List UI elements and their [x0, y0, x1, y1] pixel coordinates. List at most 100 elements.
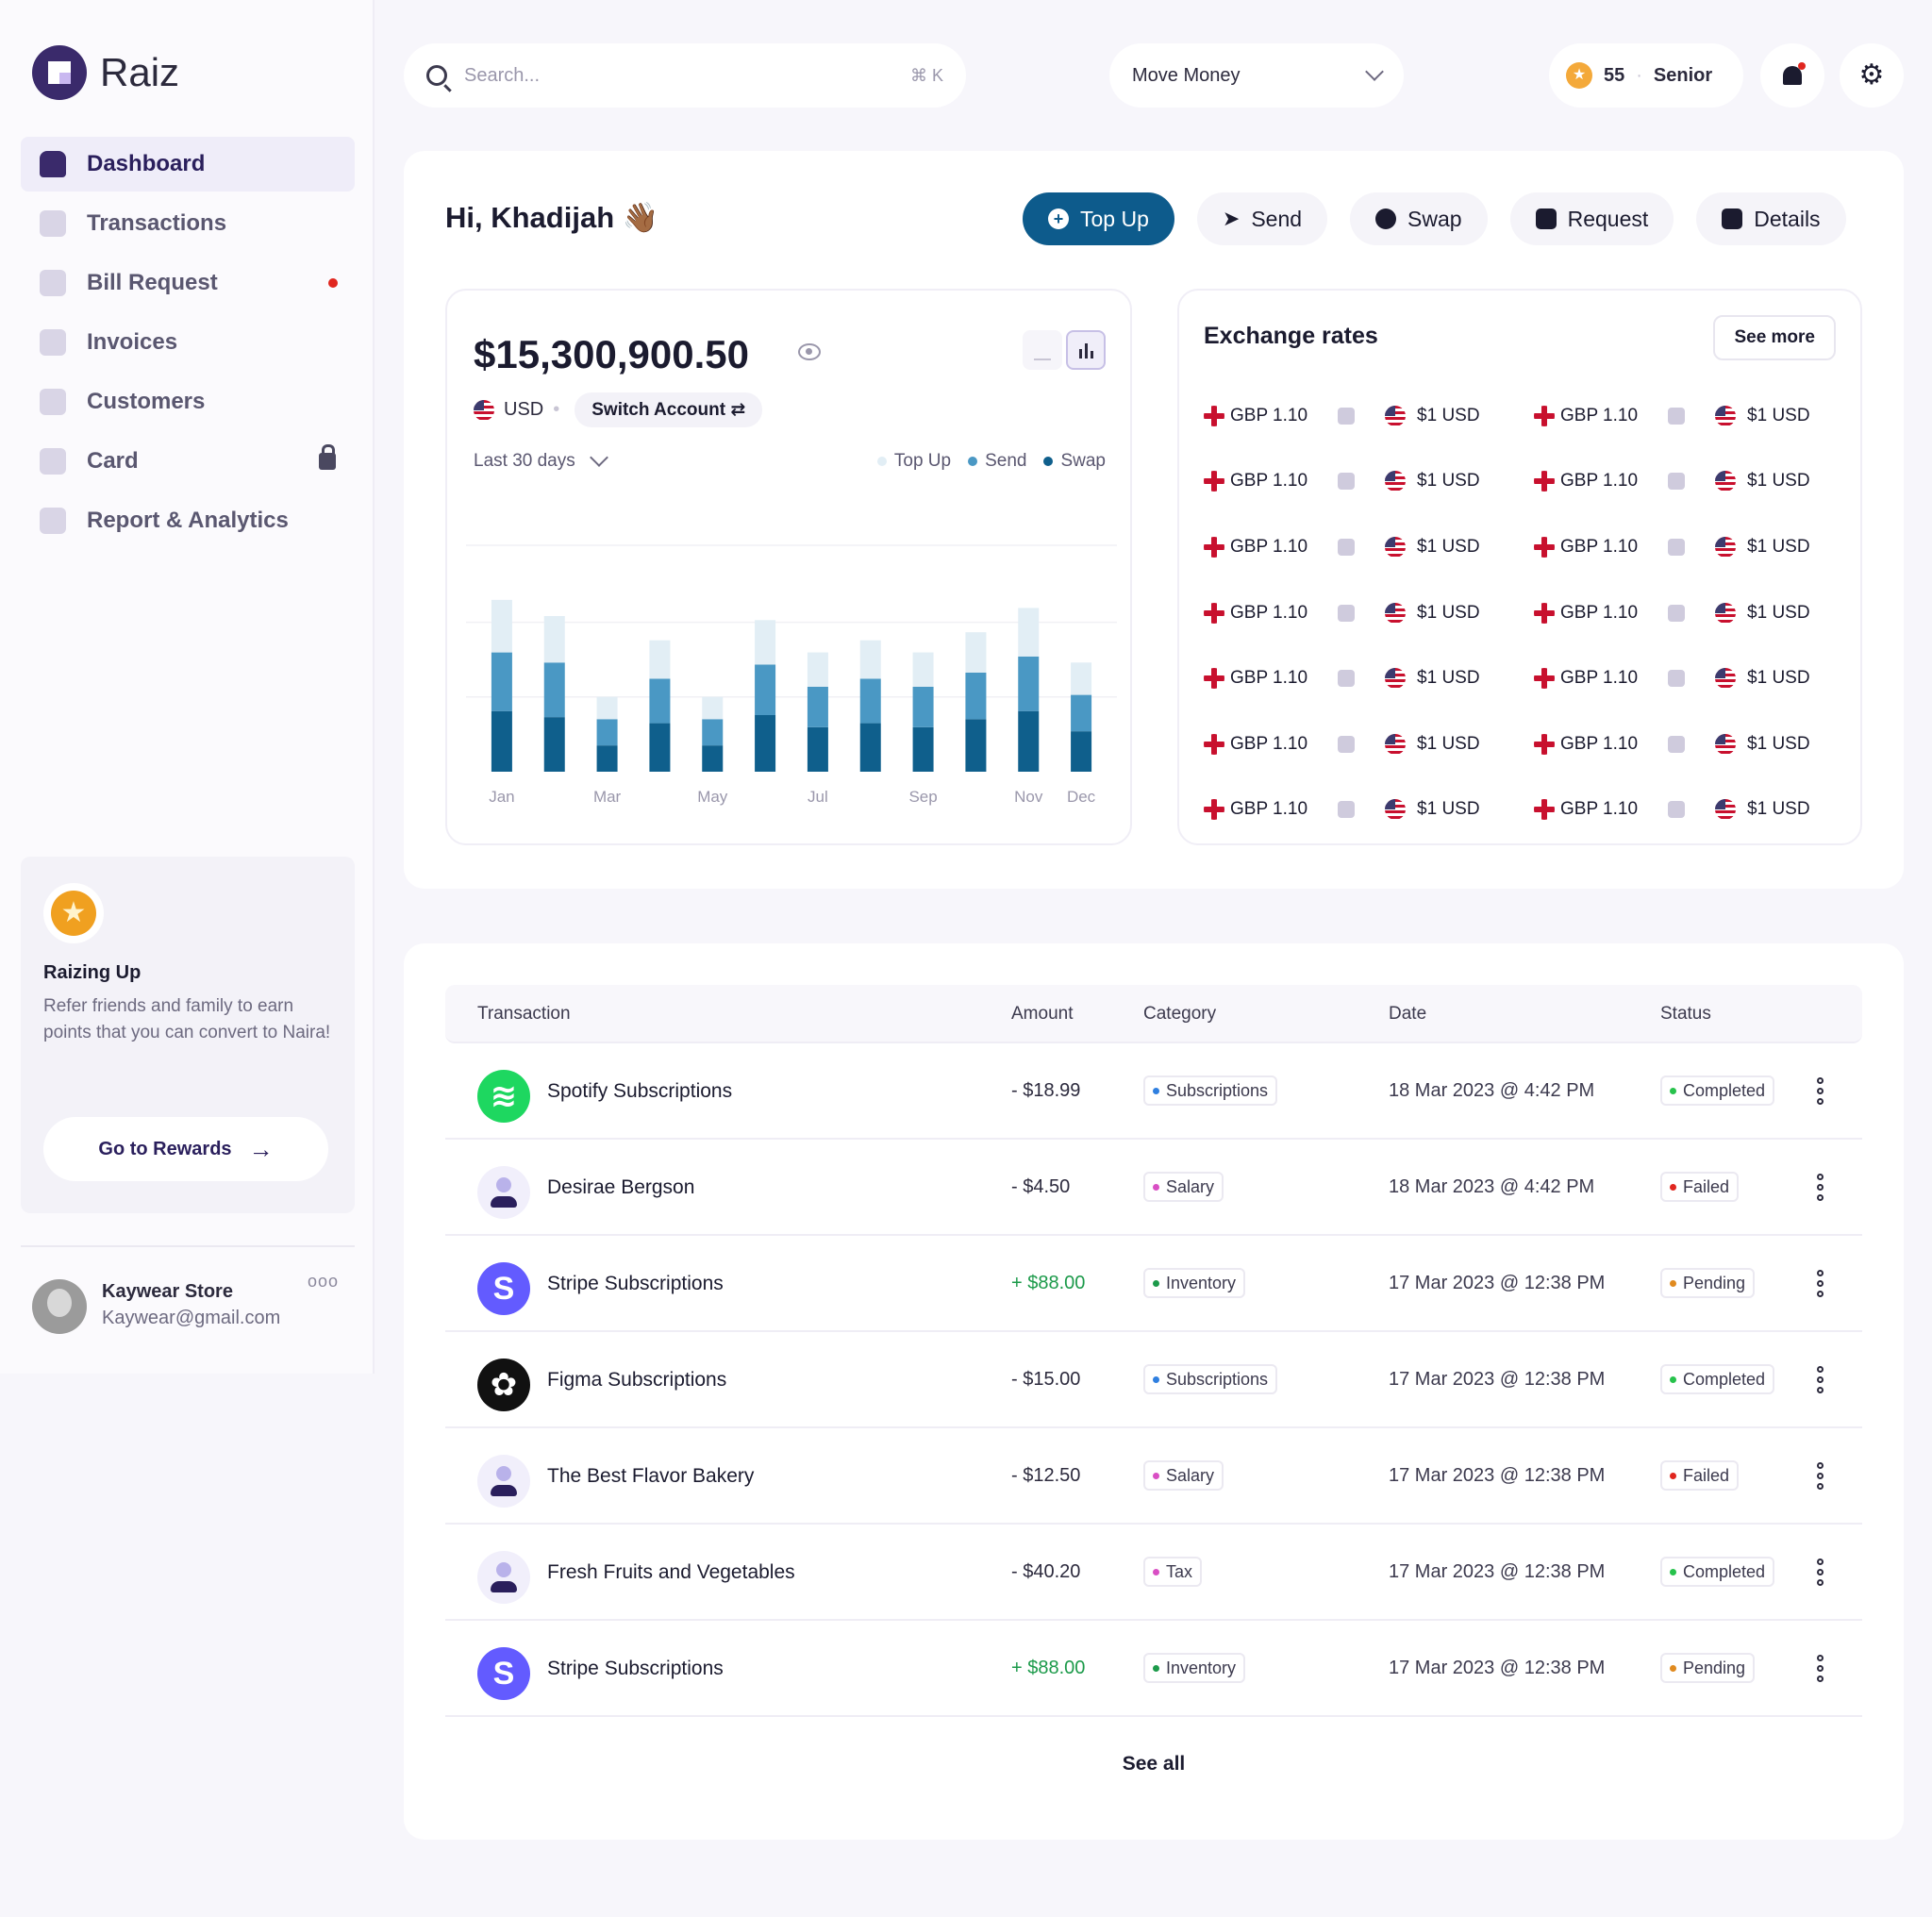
uk-flag-icon [1204, 405, 1224, 426]
bar-swap-mar[interactable] [596, 745, 618, 772]
row-actions-icon[interactable] [1817, 1655, 1824, 1682]
sidebar-item-report-analytics[interactable]: Report & Analytics [21, 493, 355, 548]
table-row[interactable]: Fresh Fruits and Vegetables - $40.20 Tax 17… [445, 1525, 1862, 1621]
from-rate: GBP 1.10 [1560, 668, 1639, 689]
rewards-promo-card: ★ Raizing Up Refer friends and family to… [21, 857, 355, 1213]
sidebar-item-bill-request[interactable]: Bill Request [21, 256, 355, 310]
reward-points-badge[interactable]: ★ 55 · Senior [1549, 43, 1743, 108]
table-row[interactable]: Desirae Bergson - $4.50 Salary 18 Mar 2023 … [445, 1140, 1862, 1236]
uk-flag-icon [1204, 668, 1224, 690]
bar-top-up-may[interactable] [702, 696, 724, 720]
request-button[interactable]: Request [1509, 192, 1674, 245]
sidebar-item-dashboard[interactable]: Dashboard [21, 137, 355, 192]
bar-swap-sep[interactable] [912, 726, 934, 772]
bar-swap-aug[interactable] [859, 723, 881, 772]
sidebar-item-customers[interactable]: Customers [21, 375, 355, 429]
bar-send-aug[interactable] [859, 678, 881, 724]
top-up-button[interactable]: + Top Up [1023, 192, 1174, 245]
top-up-label: Top Up [1080, 206, 1149, 231]
bar-top-up-jun[interactable] [755, 620, 776, 665]
status-badge: Failed [1660, 1172, 1740, 1202]
row-actions-icon[interactable] [1817, 1366, 1824, 1393]
row-actions-icon[interactable] [1817, 1270, 1824, 1297]
table-row[interactable]: S Stripe Subscriptions + $88.00 Inventory 17… [445, 1621, 1862, 1717]
table-row[interactable]: The Best Flavor Bakery - $12.50 Salary 17 M… [445, 1428, 1862, 1525]
category-dot [1153, 1472, 1159, 1479]
chart-legend: Top Up Send Swap [876, 451, 1106, 472]
go-to-rewards-button[interactable]: Go to Rewards → [43, 1117, 328, 1181]
exchange-rate-row: GBP 1.10 $1 USD [1204, 711, 1511, 777]
swap-icon [1668, 604, 1686, 622]
see-all-link[interactable]: See all [1122, 1753, 1186, 1775]
bar-send-sep[interactable] [912, 687, 934, 727]
sidebar-item-invoices[interactable]: Invoices [21, 315, 355, 370]
us-flag-icon [1385, 471, 1407, 492]
see-more-button[interactable]: See more [1713, 315, 1836, 360]
account-profile[interactable]: Kaywear Store Kaywear@gmail.com ooo [21, 1245, 355, 1334]
bar-top-up-sep[interactable] [912, 652, 934, 687]
bar-chart-toggle-icon[interactable] [1066, 330, 1106, 370]
bar-top-up-jul[interactable] [807, 652, 828, 687]
table-row[interactable]: ✿ Figma Subscriptions - $15.00 Subscription… [445, 1332, 1862, 1428]
bar-top-up-nov[interactable] [1018, 608, 1040, 657]
swap-button[interactable]: Swap [1350, 192, 1488, 245]
row-actions-icon[interactable] [1817, 1559, 1824, 1586]
search-bar[interactable]: ⌘ K [404, 43, 966, 108]
details-button[interactable]: Details [1696, 192, 1846, 245]
app-logo[interactable]: Raiz [32, 45, 179, 100]
bar-top-up-aug[interactable] [859, 640, 881, 679]
bar-top-up-oct[interactable] [965, 632, 987, 673]
bar-swap-jun[interactable] [755, 715, 776, 772]
bar-swap-oct[interactable] [965, 719, 987, 772]
table-row[interactable]: ≋ Spotify Subscriptions - $18.99 Subscripti… [445, 1043, 1862, 1140]
bar-swap-jan[interactable] [491, 710, 512, 772]
bar-top-up-jan[interactable] [491, 599, 512, 653]
switch-account-button[interactable]: Switch Account ⇄ [575, 392, 763, 427]
category-label: Inventory [1166, 1273, 1237, 1292]
bar-top-up-feb[interactable] [543, 616, 565, 663]
bar-top-up-apr[interactable] [649, 640, 671, 679]
more-options-icon[interactable]: ooo [308, 1272, 340, 1291]
row-actions-icon[interactable] [1817, 1462, 1824, 1490]
bar-send-nov[interactable] [1018, 656, 1040, 711]
bar-send-mar[interactable] [596, 719, 618, 746]
row-actions-icon[interactable] [1817, 1077, 1824, 1105]
search-input[interactable] [464, 64, 910, 87]
figma-logo-icon: ✿ [477, 1359, 530, 1411]
eye-icon[interactable] [798, 343, 821, 360]
bar-swap-apr[interactable] [649, 723, 671, 772]
bar-swap-feb[interactable] [543, 717, 565, 772]
send-button[interactable]: ➤ Send [1196, 192, 1328, 245]
sidebar-item-card[interactable]: Card [21, 434, 355, 489]
bar-swap-dec[interactable] [1071, 731, 1092, 772]
date-range-label: Last 30 days [474, 451, 575, 471]
bar-send-oct[interactable] [965, 673, 987, 720]
bar-top-up-dec[interactable] [1071, 662, 1092, 695]
sidebar-item-transactions[interactable]: Transactions [21, 196, 355, 251]
bar-swap-jul[interactable] [807, 726, 828, 772]
tier-label: Senior [1653, 64, 1713, 86]
request-icon [1535, 208, 1557, 229]
bar-send-feb[interactable] [543, 662, 565, 718]
status-badge: Failed [1660, 1460, 1740, 1491]
move-money-dropdown[interactable]: Move Money [1109, 43, 1404, 108]
bar-send-jan[interactable] [491, 652, 512, 711]
line-chart-toggle-icon[interactable] [1023, 330, 1062, 370]
bar-top-up-mar[interactable] [596, 696, 618, 720]
bar-swap-may[interactable] [702, 745, 724, 772]
to-rate: $1 USD [1417, 602, 1480, 623]
row-actions-icon[interactable] [1817, 1174, 1824, 1201]
date-range-dropdown[interactable]: Last 30 days [474, 448, 608, 472]
notifications-button[interactable] [1760, 43, 1824, 108]
transaction-date: 18 Mar 2023 @ 4:42 PM [1389, 1176, 1595, 1197]
bar-send-apr[interactable] [649, 678, 671, 724]
bar-swap-nov[interactable] [1018, 710, 1040, 772]
bar-send-jul[interactable] [807, 687, 828, 727]
status-dot [1670, 1375, 1676, 1383]
settings-button[interactable]: ⚙ [1840, 43, 1904, 108]
bar-send-jun[interactable] [755, 664, 776, 715]
table-row[interactable]: S Stripe Subscriptions + $88.00 Inventory 17… [445, 1236, 1862, 1332]
us-flag-icon [1385, 536, 1407, 558]
bar-send-dec[interactable] [1071, 694, 1092, 732]
bar-send-may[interactable] [702, 719, 724, 746]
